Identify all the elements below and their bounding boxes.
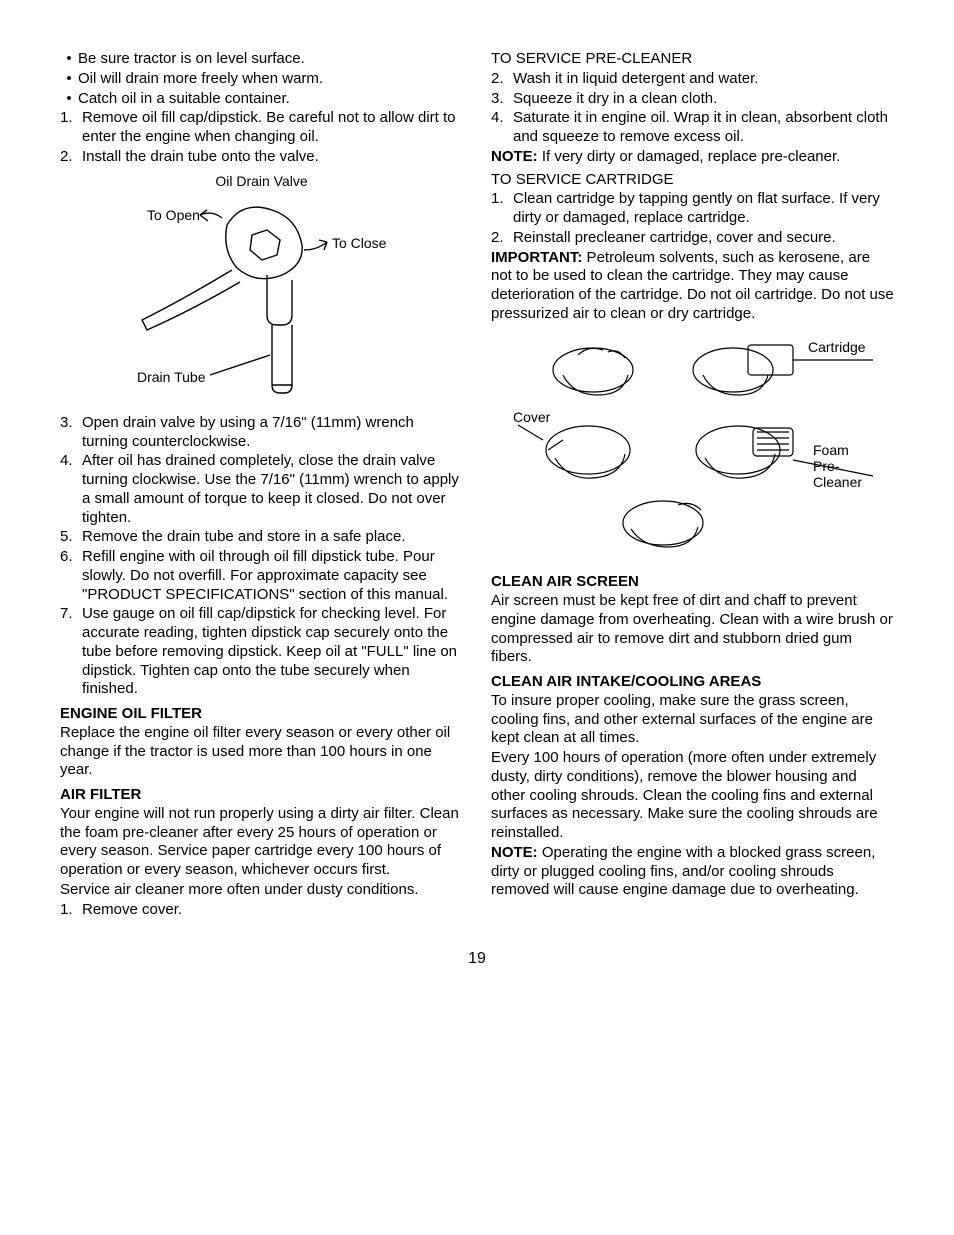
step-text: Install the drain tube onto the valve. bbox=[82, 148, 463, 167]
label-cleaner: Cleaner bbox=[813, 474, 862, 490]
list-item: • Oil will drain more freely when warm. bbox=[60, 70, 463, 89]
bullet-icon: • bbox=[60, 50, 78, 69]
label-drain-tube: Drain Tube bbox=[137, 369, 206, 385]
page: • Be sure tractor is on level surface. •… bbox=[0, 0, 954, 998]
cartridge-steps: 1. Clean cartridge by tapping gently on … bbox=[491, 190, 894, 247]
bullet-text: Catch oil in a suitable container. bbox=[78, 90, 463, 109]
step-text: Remove oil fill cap/dipstick. Be careful… bbox=[82, 109, 463, 147]
figure-title: Oil Drain Valve bbox=[60, 173, 463, 191]
list-item: 3. Squeeze it dry in a clean cloth. bbox=[491, 90, 894, 109]
list-item: 3. Open drain valve by using a 7/16" (11… bbox=[60, 414, 463, 452]
label-cover: Cover bbox=[513, 409, 551, 425]
list-item: 2. Wash it in liquid detergent and water… bbox=[491, 70, 894, 89]
step-text: After oil has drained completely, close … bbox=[82, 452, 463, 527]
two-column-layout: • Be sure tractor is on level surface. •… bbox=[60, 50, 894, 920]
step-text: Use gauge on oil fill cap/dipstick for c… bbox=[82, 605, 463, 699]
paragraph: Replace the engine oil filter every seas… bbox=[60, 724, 463, 780]
precleaner-steps: 2. Wash it in liquid detergent and water… bbox=[491, 70, 894, 147]
list-item: 2. Reinstall precleaner cartridge, cover… bbox=[491, 229, 894, 248]
important-note: IMPORTANT: Petroleum solvents, such as k… bbox=[491, 249, 894, 324]
step-text: Remove cover. bbox=[82, 901, 463, 920]
right-column: TO SERVICE PRE-CLEANER 2. Wash it in liq… bbox=[491, 50, 894, 920]
step-text: Squeeze it dry in a clean cloth. bbox=[513, 90, 894, 109]
step-number: 1. bbox=[491, 190, 513, 228]
step-number: 4. bbox=[491, 109, 513, 147]
heading-clean-air-screen: CLEAN AIR SCREEN bbox=[491, 573, 894, 592]
list-item: 7. Use gauge on oil fill cap/dipstick fo… bbox=[60, 605, 463, 699]
step-number: 1. bbox=[60, 109, 82, 147]
list-item: 5. Remove the drain tube and store in a … bbox=[60, 528, 463, 547]
step-text: Clean cartridge by tapping gently on fla… bbox=[513, 190, 894, 228]
paragraph: To insure proper cooling, make sure the … bbox=[491, 692, 894, 748]
paragraph: Every 100 hours of operation (more often… bbox=[491, 749, 894, 843]
step-number: 3. bbox=[491, 90, 513, 109]
intro-bullets: • Be sure tractor is on level surface. •… bbox=[60, 50, 463, 108]
note-text: Operating the engine with a blocked gras… bbox=[491, 844, 875, 899]
step-number: 5. bbox=[60, 528, 82, 547]
label-to-close: To Close bbox=[332, 235, 387, 251]
paragraph: Your engine will not run properly using … bbox=[60, 805, 463, 880]
important-label: IMPORTANT: bbox=[491, 249, 582, 266]
list-item: 1. Clean cartridge by tapping gently on … bbox=[491, 190, 894, 228]
label-cartridge: Cartridge bbox=[808, 339, 866, 355]
label-foam: Foam bbox=[813, 442, 849, 458]
step-number: 3. bbox=[60, 414, 82, 452]
list-item: 1. Remove cover. bbox=[60, 901, 463, 920]
list-item: • Catch oil in a suitable container. bbox=[60, 90, 463, 109]
list-item: • Be sure tractor is on level surface. bbox=[60, 50, 463, 69]
step-number: 6. bbox=[60, 548, 82, 604]
step-number: 2. bbox=[491, 229, 513, 248]
step-text: Refill engine with oil through oil fill … bbox=[82, 548, 463, 604]
note-label: NOTE: bbox=[491, 844, 538, 861]
bullet-icon: • bbox=[60, 70, 78, 89]
note-overheating: NOTE: Operating the engine with a blocke… bbox=[491, 844, 894, 900]
step-number: 1. bbox=[60, 901, 82, 920]
heading-service-cartridge: TO SERVICE CARTRIDGE bbox=[491, 171, 894, 190]
list-item: 4. After oil has drained completely, clo… bbox=[60, 452, 463, 527]
step-number: 2. bbox=[491, 70, 513, 89]
heading-air-filter: AIR FILTER bbox=[60, 786, 463, 805]
bullet-text: Oil will drain more freely when warm. bbox=[78, 70, 463, 89]
air-filter-steps: 1. Remove cover. bbox=[60, 901, 463, 920]
list-item: 4. Saturate it in engine oil. Wrap it in… bbox=[491, 109, 894, 147]
heading-clean-air-intake: CLEAN AIR INTAKE/COOLING AREAS bbox=[491, 673, 894, 692]
oil-change-steps-b: 3. Open drain valve by using a 7/16" (11… bbox=[60, 414, 463, 699]
paragraph: Air screen must be kept free of dirt and… bbox=[491, 592, 894, 667]
heading-engine-oil-filter: ENGINE OIL FILTER bbox=[60, 705, 463, 724]
oil-drain-valve-diagram: To Open To Close Drain Tube bbox=[132, 190, 392, 400]
note-label: NOTE: bbox=[491, 148, 538, 165]
page-number: 19 bbox=[60, 950, 894, 968]
left-column: • Be sure tractor is on level surface. •… bbox=[60, 50, 463, 920]
step-text: Open drain valve by using a 7/16" (11mm)… bbox=[82, 414, 463, 452]
step-number: 4. bbox=[60, 452, 82, 527]
list-item: 1. Remove oil fill cap/dipstick. Be care… bbox=[60, 109, 463, 147]
step-text: Wash it in liquid detergent and water. bbox=[513, 70, 894, 89]
heading-service-precleaner: TO SERVICE PRE-CLEANER bbox=[491, 50, 894, 69]
list-item: 2. Install the drain tube onto the valve… bbox=[60, 148, 463, 167]
label-to-open: To Open bbox=[147, 207, 200, 223]
paragraph: Service air cleaner more often under dus… bbox=[60, 881, 463, 900]
list-item: 6. Refill engine with oil through oil fi… bbox=[60, 548, 463, 604]
note-text: If very dirty or damaged, replace pre-cl… bbox=[538, 148, 841, 165]
step-text: Reinstall precleaner cartridge, cover an… bbox=[513, 229, 894, 248]
step-number: 7. bbox=[60, 605, 82, 699]
oil-drain-valve-figure: Oil Drain Valve bbox=[60, 173, 463, 406]
air-filter-diagram: Cartridge Cover Foam Pre- Cleaner bbox=[513, 330, 873, 560]
bullet-icon: • bbox=[60, 90, 78, 109]
note-precleaner: NOTE: If very dirty or damaged, replace … bbox=[491, 148, 894, 167]
air-filter-figure: Cartridge Cover Foam Pre- Cleaner bbox=[491, 330, 894, 566]
step-number: 2. bbox=[60, 148, 82, 167]
step-text: Remove the drain tube and store in a saf… bbox=[82, 528, 463, 547]
oil-change-steps-a: 1. Remove oil fill cap/dipstick. Be care… bbox=[60, 109, 463, 166]
label-pre: Pre- bbox=[813, 458, 840, 474]
bullet-text: Be sure tractor is on level surface. bbox=[78, 50, 463, 69]
step-text: Saturate it in engine oil. Wrap it in cl… bbox=[513, 109, 894, 147]
